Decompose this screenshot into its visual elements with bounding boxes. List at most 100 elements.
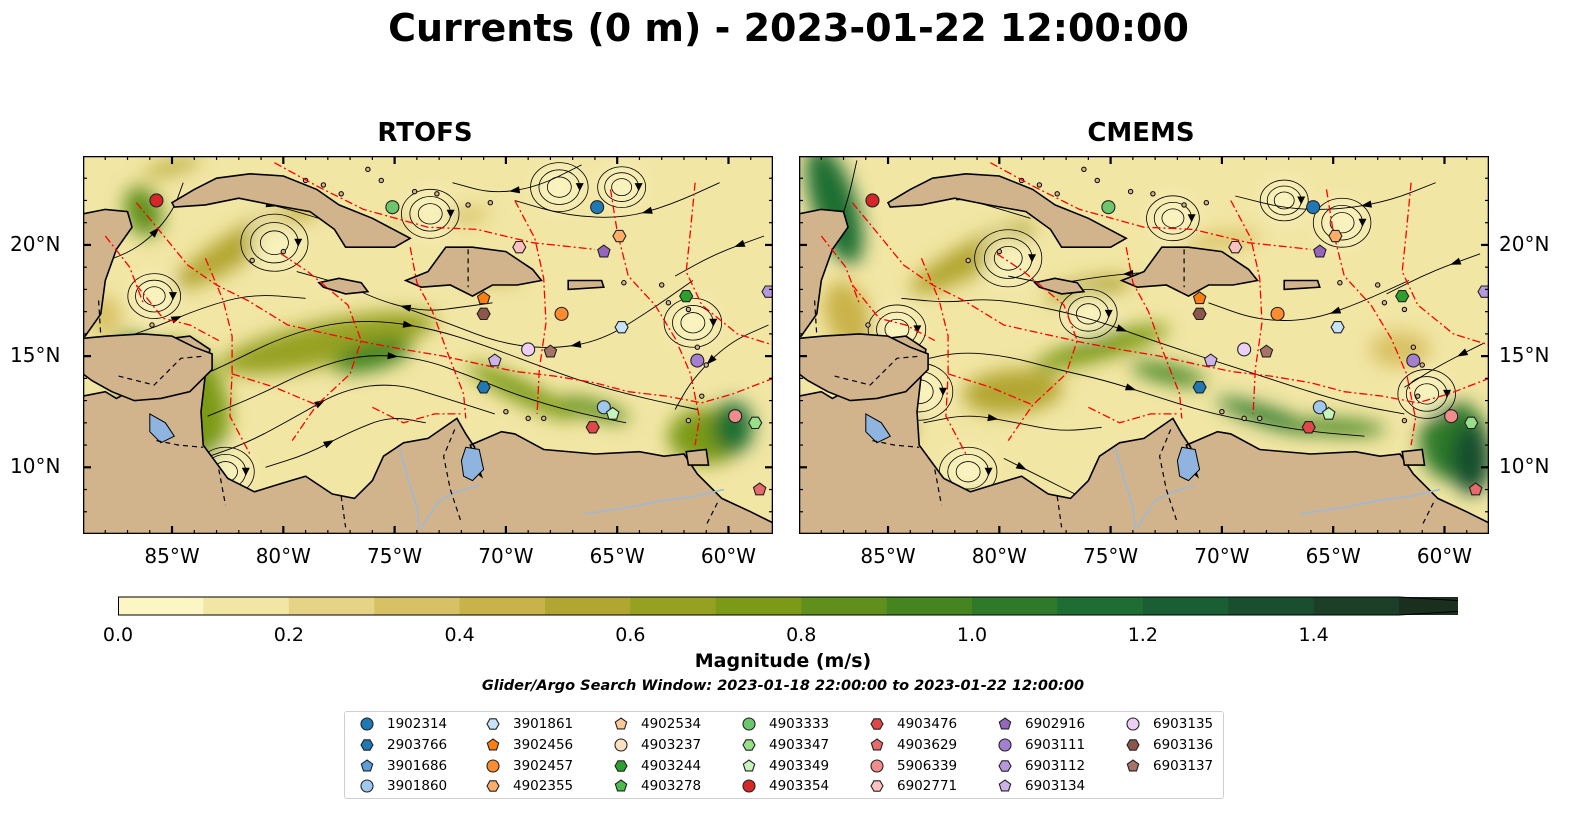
legend-symbol: [998, 759, 1012, 772]
x-tick-label: 75°W: [366, 544, 423, 568]
float-marker-4903347: [1464, 416, 1479, 430]
x-tick-label: 80°W: [971, 544, 1027, 568]
y-tick-label: 10°N: [10, 454, 61, 479]
streamline-arrow: [634, 183, 643, 192]
island: [434, 191, 440, 197]
legend-item-6903136: 6903136: [1125, 735, 1213, 755]
float-marker-6903135: [521, 342, 536, 357]
legend-label: 4903349: [769, 757, 830, 774]
legend-item-6903112: 6903112: [997, 756, 1085, 776]
float-legend: 1902314 2903766 3901686 3901860 3901861 39024…: [344, 711, 1224, 799]
float-marker-6903134: [487, 353, 502, 367]
legend-label: 3901686: [387, 757, 448, 774]
streamline-arrow: [709, 318, 718, 327]
eez-boundary: [920, 258, 967, 455]
eddy-streamline: [417, 203, 443, 225]
legend-label: 6902916: [1025, 716, 1086, 732]
y-tick-label: 10°N: [1499, 454, 1550, 479]
country-border: [218, 469, 227, 506]
eez-boundary: [851, 284, 936, 342]
colorbar-segment: [630, 597, 717, 615]
river: [1299, 488, 1441, 515]
eddy-streamline: [597, 166, 647, 208]
legend-marker-circle: [998, 738, 1012, 752]
eez-boundary: [514, 200, 547, 414]
island: [965, 257, 971, 264]
legend-marker-pentagon: [1126, 758, 1140, 772]
legend-item-3902456: 3902456: [485, 735, 573, 755]
current-magnitude-patch: [806, 156, 863, 265]
island: [1081, 166, 1087, 173]
legend-label: 2903766: [387, 736, 448, 753]
legend-marker-circle: [870, 759, 884, 773]
eez-boundary: [685, 182, 773, 346]
eez-boundary: [104, 235, 144, 304]
river: [583, 488, 725, 515]
float-marker-6903135: [1237, 342, 1252, 357]
eddy-core: [601, 167, 642, 208]
panel-title-rtofs: RTOFS: [377, 118, 473, 148]
eddy-core: [1264, 180, 1305, 221]
country-border: [934, 469, 943, 506]
streamline-arrow: [402, 320, 414, 328]
legend-label: 3902457: [513, 757, 574, 774]
streamline-arrow: [314, 399, 326, 409]
eez-boundary: [820, 235, 860, 304]
landmass-jamaica: [1033, 277, 1086, 295]
float-marker-4903354: [865, 193, 880, 208]
float-marker-4903629: [752, 482, 767, 496]
eddy-core: [1151, 197, 1194, 240]
eddy-core: [1320, 200, 1365, 245]
legend-item-4902534: 4902534: [613, 714, 701, 734]
eddy-streamline: [240, 213, 309, 272]
landmass-trinidad: [1401, 448, 1426, 466]
island: [996, 248, 1003, 255]
river: [398, 447, 420, 530]
legend-item-3901686: 3901686: [359, 756, 447, 776]
island: [685, 306, 692, 313]
cmems-currents-map: [799, 156, 1489, 534]
legend-item-6903111: 6903111: [997, 735, 1085, 755]
streamline-arrow: [1122, 269, 1134, 277]
streamline-arrow: [1116, 324, 1128, 332]
legend-marker-hexagon: [486, 780, 500, 793]
float-marker-4902355: [1328, 229, 1343, 243]
island: [320, 182, 327, 188]
island: [1375, 282, 1381, 288]
eddy-streamline: [1312, 197, 1372, 248]
x-tick-label: 65°W: [1305, 544, 1361, 568]
float-marker-4903629: [1468, 482, 1483, 496]
eez-boundary: [409, 247, 467, 419]
eez-boundary: [947, 373, 1033, 406]
eddy-core: [250, 218, 299, 267]
legend-label: 4903237: [641, 736, 702, 753]
search-window-text: Glider/Argo Search Window: 2023-01-18 22…: [481, 678, 1085, 694]
legend-label: 6903137: [1153, 757, 1214, 774]
island: [1401, 306, 1408, 313]
eez-boundary: [204, 258, 251, 455]
float-marker-2903766: [1192, 381, 1207, 394]
float-markers: [149, 193, 773, 496]
legend-label: 4903354: [769, 778, 830, 795]
legend-item-6902916: 6902916: [997, 714, 1085, 734]
island: [1127, 188, 1134, 195]
legend-label: 4903278: [641, 778, 702, 795]
eez-boundary: [1088, 406, 1178, 424]
eez-boundary: [1401, 182, 1489, 346]
legend-marker-hexagon: [870, 780, 884, 793]
legend-symbol: [360, 717, 374, 731]
island: [503, 409, 509, 415]
legend-marker-circle: [614, 738, 628, 752]
island: [465, 202, 471, 208]
streamline-arrow: [323, 440, 335, 449]
legend-label: 4903347: [769, 736, 830, 753]
legend-item-6903135: 6903135: [1125, 714, 1213, 734]
legend-item-4903244: 4903244: [613, 756, 701, 776]
landmass-honduras: [83, 333, 213, 402]
float-marker-3901861: [614, 321, 629, 334]
island: [685, 417, 692, 424]
legend-label: 6903136: [1153, 736, 1214, 753]
current-magnitude-patch: [1182, 231, 1262, 250]
colorbar-segment: [203, 597, 290, 615]
streamline-arrow: [913, 325, 922, 334]
